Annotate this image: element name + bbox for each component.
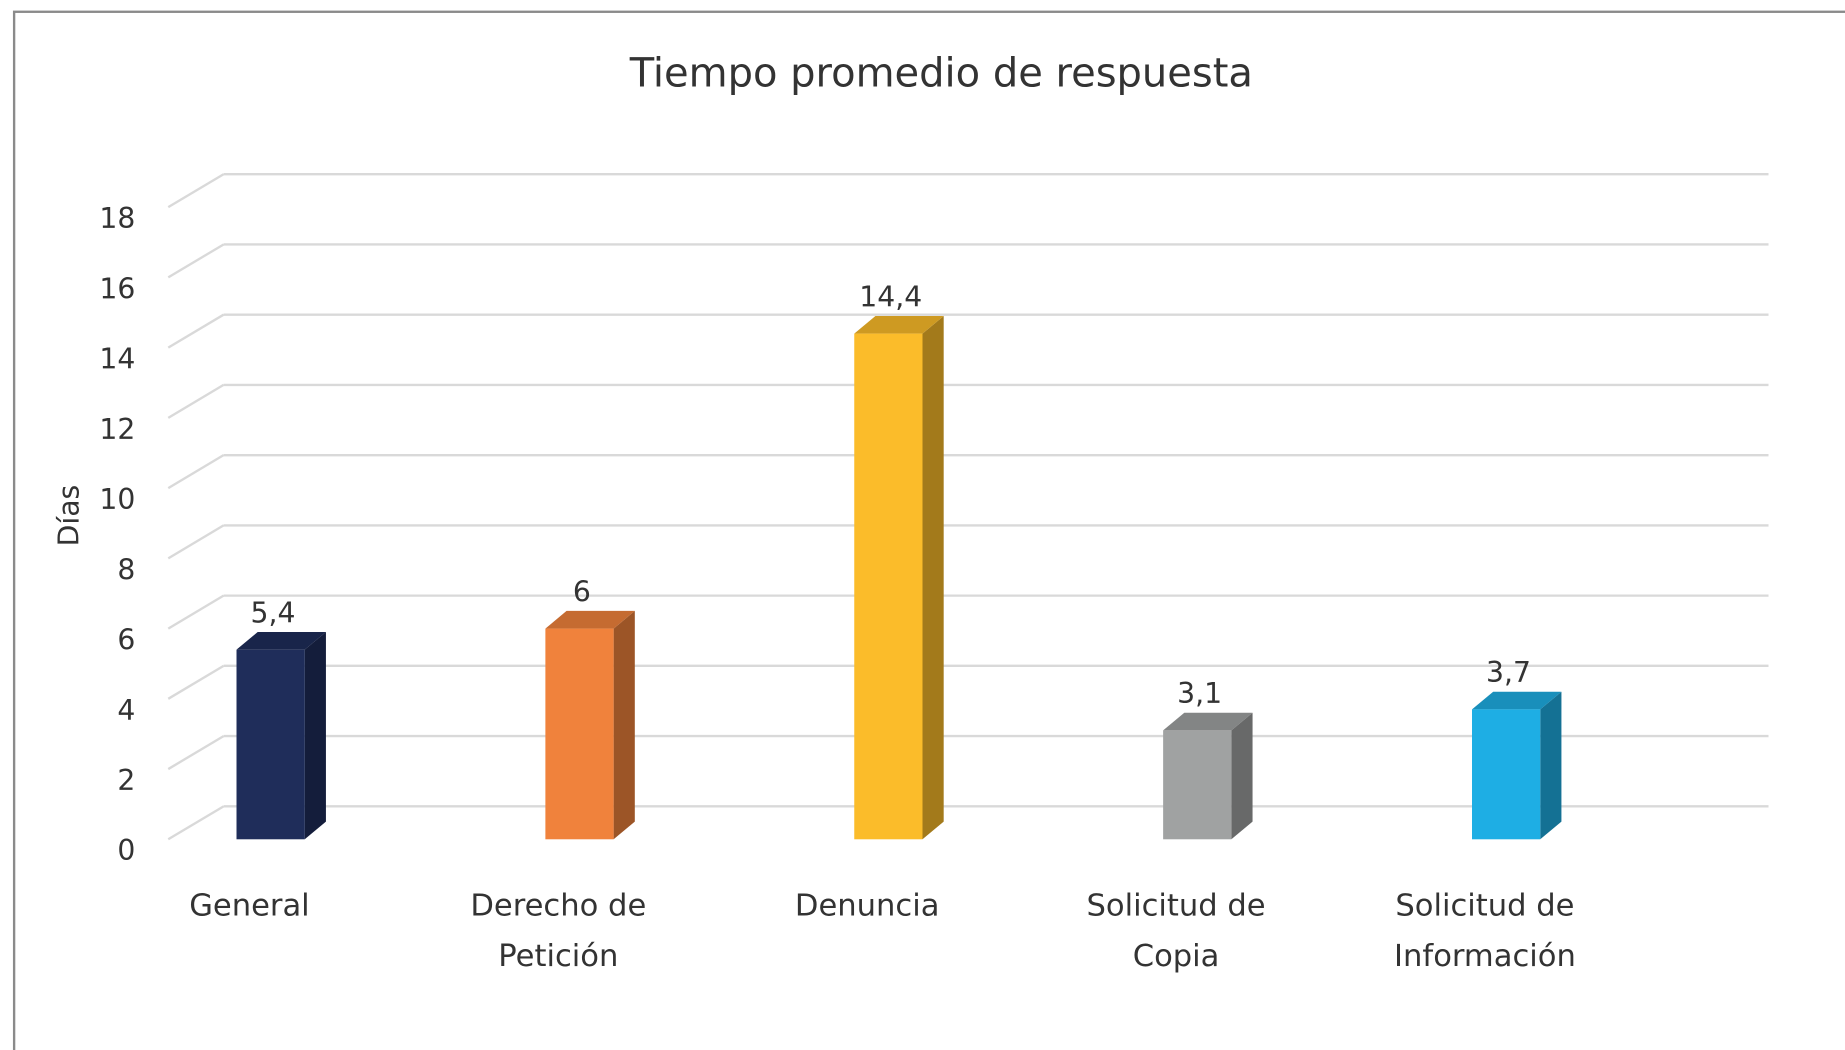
chart-title: Tiempo promedio de respuesta — [629, 50, 1253, 96]
bar — [545, 628, 614, 840]
bar — [854, 333, 923, 840]
grid-line-side — [167, 243, 225, 279]
y-tick-label: 12 — [99, 413, 135, 446]
grid-line-side — [167, 664, 225, 700]
grid-line-side — [167, 383, 225, 419]
bar-top — [236, 632, 326, 650]
data-label: 14,4 — [859, 280, 922, 313]
bar-side — [613, 610, 635, 840]
grid-line-side — [167, 594, 225, 630]
x-tick-label: Derecho de Petición — [470, 888, 646, 974]
data-label: 3,7 — [1486, 656, 1531, 689]
y-tick-label: 14 — [99, 343, 135, 376]
grid-line-side — [167, 313, 225, 349]
bar-top — [1163, 712, 1253, 731]
data-label: 5,4 — [251, 596, 296, 629]
y-tick-label: 6 — [117, 624, 135, 657]
y-axis-label: Días — [53, 485, 86, 547]
grid-line-side — [167, 805, 225, 841]
grid-line-side — [167, 454, 225, 490]
bar-side — [304, 632, 326, 840]
bar-side — [922, 315, 944, 840]
bar — [236, 649, 305, 840]
grid-line-side — [167, 173, 225, 209]
bar-top — [854, 315, 944, 334]
bar — [1163, 730, 1232, 840]
y-tick-label: 4 — [117, 694, 135, 727]
x-tick-label: General — [189, 888, 309, 923]
x-tick-label: Denuncia — [795, 888, 940, 923]
y-tick-label: 0 — [117, 834, 135, 867]
bar — [1471, 709, 1541, 840]
y-tick-label: 16 — [99, 272, 135, 305]
x-tick-label: Solicitud de Copia — [1087, 888, 1266, 974]
y-tick-label: 8 — [117, 553, 135, 586]
x-tick-label: Solicitud de Información — [1394, 888, 1576, 974]
y-tick-label: 10 — [99, 483, 135, 516]
y-tick-label: 18 — [99, 202, 135, 235]
y-tick-label: 2 — [117, 764, 135, 797]
bar-side — [1231, 712, 1253, 840]
data-label: 3,1 — [1177, 677, 1222, 710]
data-label: 6 — [573, 575, 591, 608]
bar-side — [1540, 691, 1562, 840]
grid-line-side — [167, 735, 225, 771]
bar-top — [545, 610, 635, 629]
grid-line-side — [167, 524, 225, 560]
bar-top — [1471, 691, 1562, 710]
